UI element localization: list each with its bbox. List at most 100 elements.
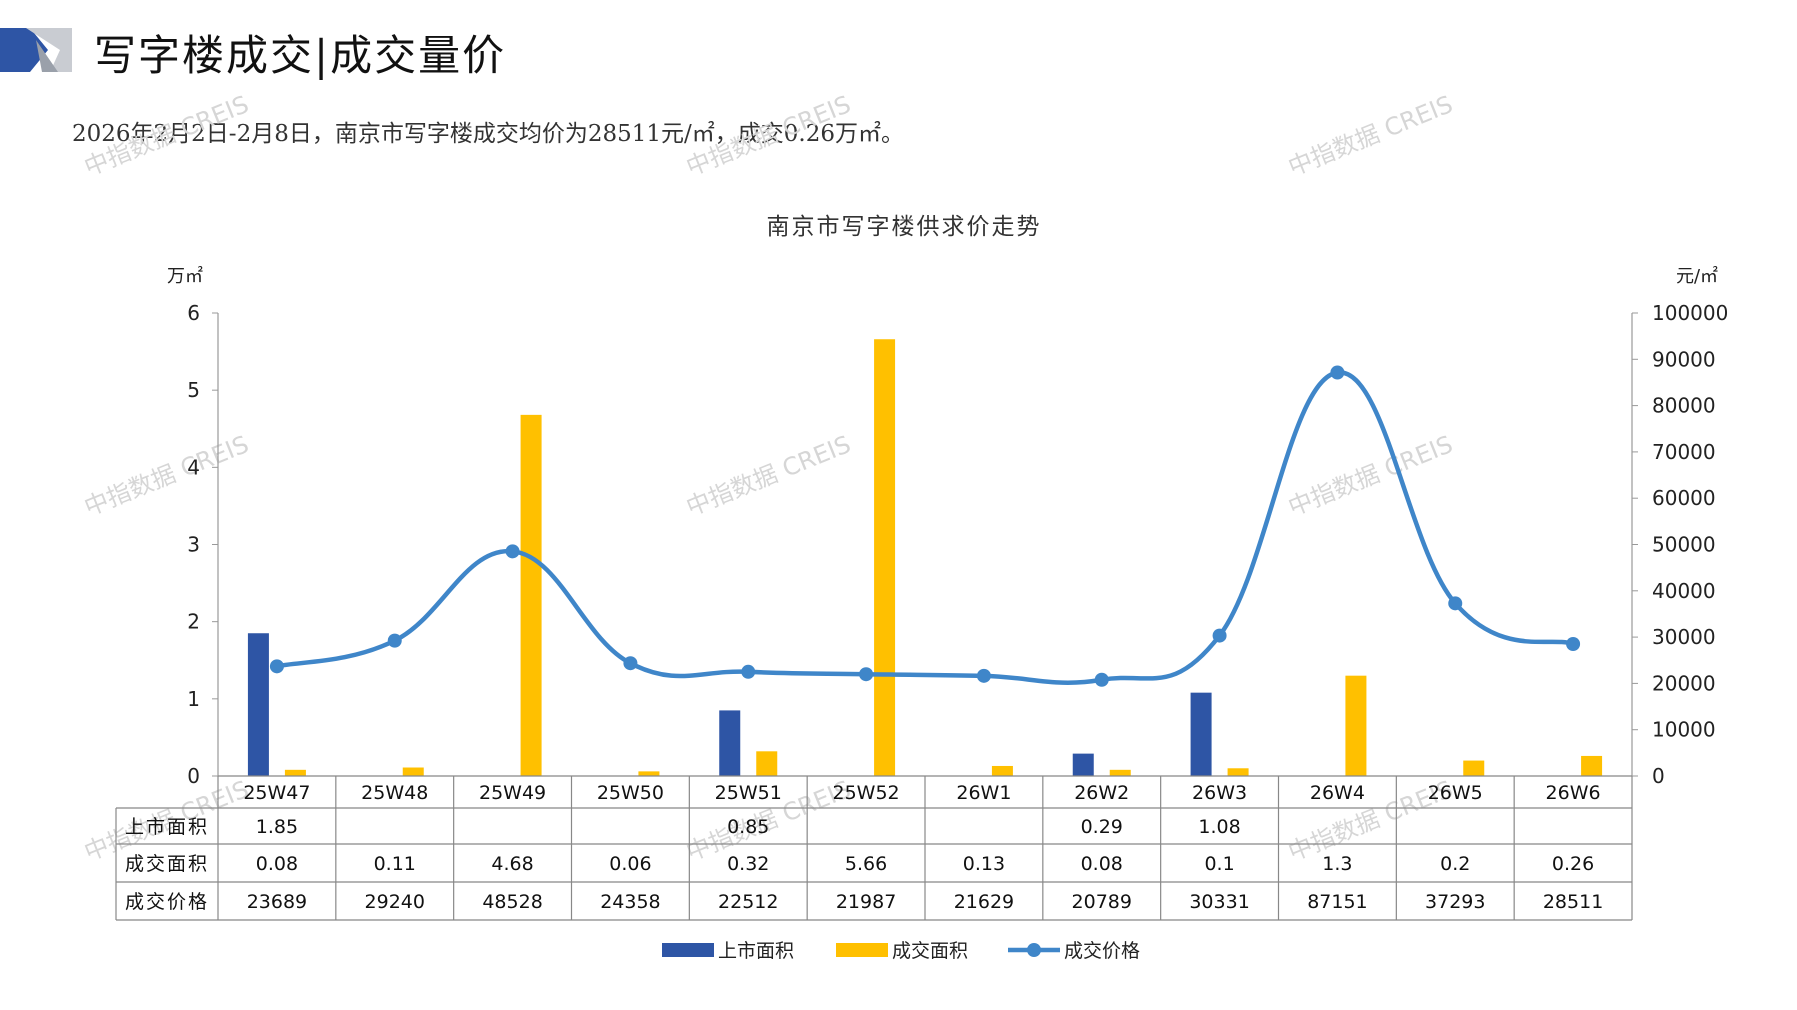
corner-dark-shape (0, 28, 48, 72)
table-row-label: 成交面积 (125, 853, 209, 875)
table-cell-value: 0.1 (1204, 853, 1234, 875)
table-cell-value: 87151 (1307, 891, 1367, 913)
category-label: 25W52 (833, 782, 900, 804)
left-axis-unit: 万㎡ (167, 265, 203, 287)
right-axis-tick-label: 100000 (1652, 301, 1728, 325)
price-point (623, 656, 638, 671)
bar-traded-area (991, 765, 1013, 776)
bar-listed-area (1190, 692, 1212, 776)
category-label: 26W5 (1428, 782, 1483, 804)
price-point (505, 544, 520, 559)
table-cell-value: 0.11 (374, 853, 416, 875)
table-cell-value: 0.2 (1440, 853, 1470, 875)
corner-light-shape (26, 28, 72, 72)
table-cell-value: 0.26 (1552, 853, 1594, 875)
corner-mid-shape (36, 40, 58, 72)
table-cell-value: 20789 (1072, 891, 1132, 913)
right-axis-tick-label: 50000 (1652, 533, 1716, 557)
price-point (269, 659, 284, 674)
bar-listed-area (719, 710, 741, 776)
legend-swatch-price-marker (1027, 943, 1041, 957)
bar-listed-area (247, 633, 269, 776)
bar-traded-area (284, 769, 306, 776)
price-point (387, 633, 402, 648)
table-cell-value: 30331 (1189, 891, 1249, 913)
left-axis-tick-label: 5 (187, 378, 200, 402)
bar-traded-area (874, 339, 896, 776)
right-axis-tick-label: 70000 (1652, 440, 1716, 464)
left-axis-tick-label: 1 (187, 687, 200, 711)
category-label: 25W48 (361, 782, 428, 804)
table-cell-value: 28511 (1543, 891, 1603, 913)
price-point (859, 667, 874, 682)
price-point (1566, 636, 1581, 651)
price-point (1212, 628, 1227, 643)
category-label: 26W4 (1310, 782, 1365, 804)
right-axis-tick-label: 40000 (1652, 579, 1716, 603)
price-point (976, 668, 991, 683)
bar-traded-area (1109, 769, 1131, 776)
legend-swatch-listed (662, 943, 714, 957)
table-row-label: 成交价格 (125, 891, 209, 913)
table-cell-value: 48528 (482, 891, 542, 913)
bar-traded-area (1345, 675, 1367, 776)
table-cell-value: 1.85 (256, 816, 298, 838)
table-cell-value: 0.08 (1081, 853, 1123, 875)
right-axis-tick-label: 20000 (1652, 671, 1716, 695)
category-label: 26W3 (1192, 782, 1247, 804)
bar-traded-area (638, 771, 660, 776)
legend-label-price: 成交价格 (1064, 940, 1140, 962)
table-cell-value: 1.08 (1198, 816, 1240, 838)
bar-listed-area (1072, 753, 1094, 776)
category-label: 25W51 (715, 782, 782, 804)
legend-label-traded: 成交面积 (892, 940, 968, 962)
page-title: 写字楼成交|成交量价 (94, 31, 507, 80)
category-label: 25W47 (243, 782, 310, 804)
category-label: 26W6 (1546, 782, 1601, 804)
table-row-label: 上市面积 (125, 816, 209, 838)
right-axis-tick-label: 30000 (1652, 625, 1716, 649)
category-label: 25W50 (597, 782, 664, 804)
table-cell-value: 0.29 (1081, 816, 1123, 838)
bar-traded-area (1581, 755, 1603, 776)
table-cell-value: 0.08 (256, 853, 298, 875)
chart-title: 南京市写字楼供求价走势 (767, 214, 1042, 240)
table-cell-value: 21987 (836, 891, 896, 913)
category-label: 25W49 (479, 782, 546, 804)
legend-label-listed: 上市面积 (718, 940, 794, 962)
category-label: 26W1 (956, 782, 1011, 804)
corner-decoration (0, 28, 72, 72)
table-cell-value: 21629 (954, 891, 1014, 913)
table-cell-value: 4.68 (491, 853, 533, 875)
table-cell-value: 23689 (247, 891, 307, 913)
left-axis-tick-label: 0 (187, 764, 200, 788)
price-line (276, 370, 1574, 685)
price-point (1448, 596, 1463, 611)
table-cell-value: 0.13 (963, 853, 1005, 875)
right-axis-tick-label: 10000 (1652, 718, 1716, 742)
table-cell-value: 22512 (718, 891, 778, 913)
left-axis-tick-label: 2 (187, 610, 200, 634)
right-axis-tick-label: 0 (1652, 764, 1665, 788)
page-subtitle: 2026年2月2日-2月8日，南京市写字楼成交均价为28511元/㎡，成交0.2… (72, 121, 904, 147)
bar-traded-area (520, 414, 542, 776)
table-cell-value: 0.06 (609, 853, 651, 875)
table-cell-value: 29240 (365, 891, 425, 913)
left-axis-tick-label: 3 (187, 533, 200, 557)
table-cell-value: 0.85 (727, 816, 769, 838)
bar-traded-area (402, 767, 424, 776)
price-point (741, 664, 756, 679)
right-axis-tick-label: 90000 (1652, 347, 1716, 371)
left-axis-tick-label: 6 (187, 301, 200, 325)
table-cell-value: 5.66 (845, 853, 887, 875)
table-cell-value: 24358 (600, 891, 660, 913)
legend-swatch-traded (836, 943, 888, 957)
right-axis-tick-label: 60000 (1652, 486, 1716, 510)
table-cell-value: 37293 (1425, 891, 1485, 913)
right-axis-tick-label: 80000 (1652, 394, 1716, 418)
bar-traded-area (1227, 768, 1249, 776)
price-point (1330, 365, 1345, 380)
category-label: 26W2 (1074, 782, 1129, 804)
bar-traded-area (1463, 760, 1485, 776)
price-point (1094, 672, 1109, 687)
